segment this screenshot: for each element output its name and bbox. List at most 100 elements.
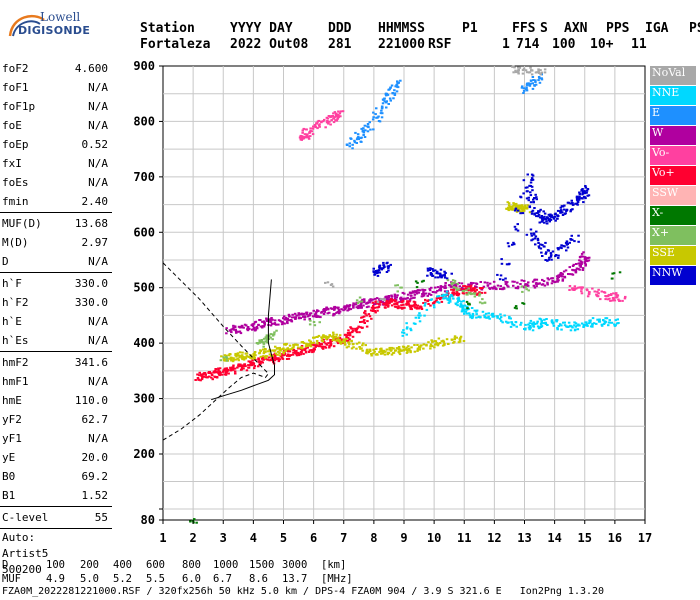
echo-point-nnw bbox=[566, 246, 570, 249]
echo-point-vo bbox=[346, 334, 349, 337]
echo-point-nne bbox=[405, 333, 408, 336]
echo-point-nne bbox=[532, 325, 536, 328]
echo-point-nnw bbox=[543, 212, 547, 215]
echo-point-nne bbox=[483, 316, 486, 319]
echo-point-sse bbox=[383, 353, 387, 356]
echo-point-nnw bbox=[549, 213, 552, 216]
echo-point-sse bbox=[372, 348, 375, 351]
echo-point-w bbox=[280, 323, 284, 326]
echo-point-sse bbox=[418, 346, 422, 349]
echo-point-vo bbox=[587, 291, 591, 293]
echo-point-nnw bbox=[565, 240, 569, 243]
echo-point-nnw bbox=[545, 251, 548, 254]
echo-point-e bbox=[379, 112, 383, 115]
echo-point-vo bbox=[299, 353, 303, 356]
echo-point-nne bbox=[550, 321, 554, 324]
echo-point-nnw bbox=[581, 188, 584, 190]
echo-point-sse bbox=[238, 356, 241, 359]
echo-point-e bbox=[393, 89, 396, 92]
parameters-panel: foF2 4.600 foF1 N/A foF1p N/A foE N/A foEp 0.52 fx… bbox=[0, 59, 112, 578]
x-tick-label: 6 bbox=[310, 531, 317, 545]
param-value: N/A bbox=[88, 119, 108, 132]
echo-point-w bbox=[423, 289, 426, 292]
echo-point-nnw bbox=[557, 248, 560, 251]
echo-point-noval bbox=[517, 66, 520, 69]
echo-point-nnw bbox=[541, 219, 544, 222]
echo-point-nnw bbox=[539, 208, 542, 211]
echo-point-vo bbox=[206, 376, 209, 379]
echo-point-w bbox=[359, 304, 362, 307]
echo-point-sse bbox=[430, 345, 434, 348]
echo-point-w bbox=[283, 322, 286, 325]
echo-point-nnw bbox=[550, 258, 553, 261]
echo-point-w bbox=[467, 283, 470, 286]
echo-point-vo bbox=[424, 298, 427, 301]
echo-point-e bbox=[357, 135, 360, 138]
echo-point-x bbox=[454, 287, 458, 290]
echo-point-vo bbox=[462, 285, 465, 288]
echo-point-nne bbox=[580, 322, 584, 325]
echo-point-w bbox=[546, 281, 549, 284]
echo-point-vo bbox=[194, 379, 197, 381]
echo-point-x bbox=[478, 294, 481, 297]
echo-point-nnw bbox=[562, 208, 566, 211]
echo-point-sse bbox=[413, 344, 416, 346]
echo-point-sse bbox=[402, 349, 405, 352]
echo-point-sse bbox=[345, 346, 349, 349]
echo-point-vo bbox=[382, 302, 385, 305]
echo-point-w bbox=[269, 319, 272, 322]
echo-point-vo bbox=[472, 287, 475, 290]
param-label: fmin bbox=[2, 195, 29, 208]
echo-point-w bbox=[359, 306, 362, 309]
echo-point-w bbox=[246, 326, 250, 328]
echo-point-w bbox=[444, 284, 447, 287]
echo-point-w bbox=[588, 256, 591, 259]
echo-point-nnw bbox=[556, 217, 559, 220]
echo-point-vo bbox=[311, 127, 315, 130]
echo-point-e bbox=[374, 113, 377, 116]
param-divider bbox=[0, 528, 112, 529]
echo-point-vo bbox=[287, 353, 290, 356]
echo-point-vo bbox=[350, 327, 353, 330]
echo-point-vo bbox=[369, 309, 373, 312]
echo-point-nnw bbox=[533, 233, 536, 236]
param-label: hmF2 bbox=[2, 356, 29, 369]
echo-point-vo bbox=[208, 371, 211, 373]
x-tick-label: 2 bbox=[190, 531, 197, 545]
echo-point-nnw bbox=[561, 214, 565, 216]
echo-point-e bbox=[528, 82, 532, 85]
echo-point-w bbox=[429, 293, 433, 296]
echo-point-nne bbox=[539, 323, 543, 325]
echo-point-vo bbox=[337, 110, 340, 113]
echo-point-nne bbox=[461, 304, 464, 307]
echo-point-vo bbox=[416, 304, 419, 307]
footer-cell: 5.5 bbox=[146, 573, 165, 585]
echo-point-nnw bbox=[389, 263, 392, 266]
echo-point-x bbox=[193, 518, 196, 521]
legend-item-vo: Vo+ bbox=[650, 166, 696, 185]
echo-point-nnw bbox=[436, 270, 439, 273]
echo-point-w bbox=[519, 283, 522, 285]
echo-point-sse bbox=[510, 207, 514, 210]
echo-point-w bbox=[232, 326, 235, 329]
echo-point-noval bbox=[514, 71, 518, 74]
echo-point-sse bbox=[348, 343, 351, 346]
echo-point-w bbox=[511, 280, 514, 283]
echo-point-w bbox=[246, 329, 250, 332]
echo-point-vo bbox=[416, 306, 419, 309]
echo-point-vo bbox=[312, 125, 315, 128]
echo-point-nne bbox=[540, 325, 544, 328]
echo-point-vo bbox=[320, 345, 323, 348]
echo-point-vo bbox=[585, 288, 589, 291]
echo-point-e bbox=[351, 143, 354, 146]
echo-point-nne bbox=[463, 310, 466, 313]
x-tick-label: 8 bbox=[370, 531, 377, 545]
echo-point-sse bbox=[264, 348, 267, 351]
echo-point-w bbox=[368, 301, 371, 304]
echo-point-w bbox=[580, 263, 583, 265]
echo-point-e bbox=[395, 83, 398, 86]
echo-point-sse bbox=[338, 339, 342, 341]
echo-point-nne bbox=[551, 322, 555, 325]
echo-point-vo bbox=[329, 341, 332, 344]
echo-point-vo bbox=[234, 372, 237, 375]
